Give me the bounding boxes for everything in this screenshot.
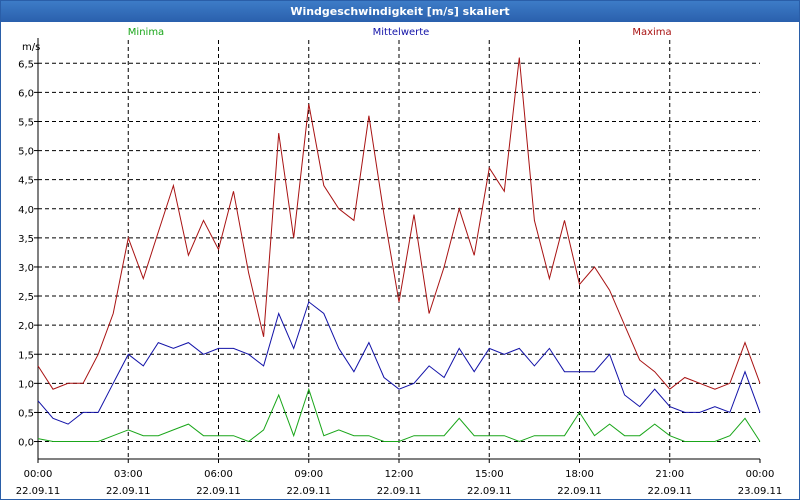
x-tick-date: 22.09.11	[286, 486, 331, 497]
x-tick-labels: 00:00 22.09.11 03:00 22.09.11 06:00 22.09.11 0…	[16, 469, 783, 497]
y-tick-label: 5,5	[18, 117, 34, 128]
x-tick-time: 06:00	[204, 469, 233, 480]
x-tick-date: 22.09.11	[557, 486, 602, 497]
series-line-maxima	[37, 57, 761, 390]
y-tick-label: 0,0	[18, 438, 34, 449]
y-tick-label: 2,5	[18, 292, 34, 303]
y-tick-label: 3,0	[18, 263, 34, 274]
x-tick-date: 22.09.11	[377, 486, 422, 497]
x-tick-time: 09:00	[294, 469, 323, 480]
window-title: Windgeschwindigkeit [m/s] skaliert	[1, 1, 799, 22]
y-tick-label: 1,5	[18, 350, 34, 361]
legend-maxima: Maxima	[632, 27, 671, 38]
y-tick-label: 4,0	[18, 205, 34, 216]
y-tick-label: 5,0	[18, 147, 34, 158]
x-tick-time: 21:00	[655, 469, 684, 480]
y-tick-label: 1,0	[18, 379, 34, 390]
x-tick-time: 12:00	[385, 469, 414, 480]
series-line-minima	[37, 387, 761, 443]
x-tick-date: 22.09.11	[467, 486, 512, 497]
y-tick-label: 2,0	[18, 321, 34, 332]
x-tick-time: 15:00	[475, 469, 504, 480]
y-tick-label: 6,5	[18, 59, 34, 70]
y-axis-label: m/s	[22, 42, 40, 53]
y-tick-label: 3,5	[18, 234, 34, 245]
series-lines	[37, 57, 761, 443]
x-tick-date: 22.09.11	[16, 486, 61, 497]
x-tick-date: 23.09.11	[738, 486, 783, 497]
series-line-mittelwerte	[37, 301, 761, 425]
y-tick-label: 6,0	[18, 88, 34, 99]
grid-lines	[38, 40, 760, 459]
x-tick-date: 22.09.11	[196, 486, 241, 497]
x-tick-time: 00:00	[24, 469, 53, 480]
y-tick-label: 4,5	[18, 176, 34, 187]
axes	[34, 38, 761, 463]
x-tick-date: 22.09.11	[647, 486, 692, 497]
y-tick-label: 0,5	[18, 408, 34, 419]
x-tick-time: 18:00	[565, 469, 594, 480]
y-tick-labels: 6,5 6,0 5,5 5,0 4,5 4,0 3,5 3,0 2,5 2,0 1,5 1,0 0,5 0…	[18, 59, 34, 448]
x-tick-time: 00:00	[746, 469, 775, 480]
x-tick-date: 22.09.11	[106, 486, 151, 497]
x-tick-time: 03:00	[114, 469, 143, 480]
legend-mittelwerte: Mittelwerte	[373, 27, 430, 38]
legend-minima: Minima	[128, 27, 164, 38]
